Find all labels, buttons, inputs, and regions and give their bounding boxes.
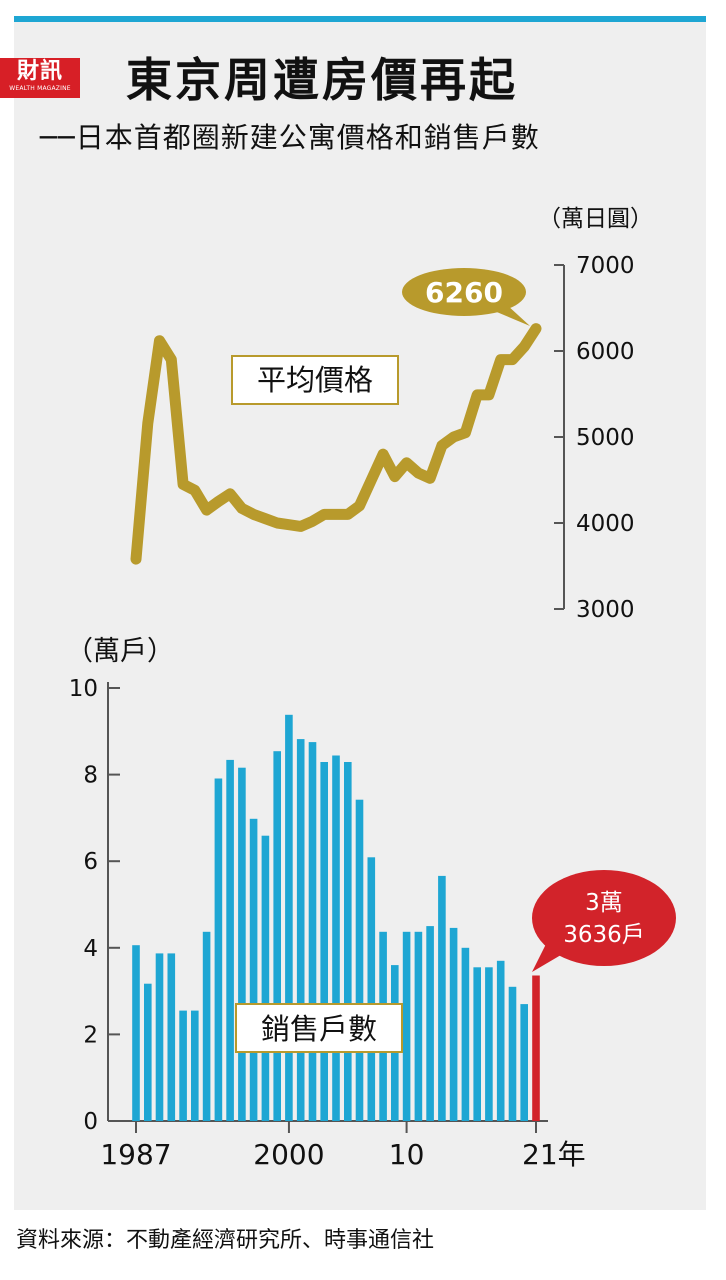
bar [179, 1010, 187, 1121]
bar [144, 983, 152, 1121]
price-axis-tick-label: 3000 [576, 597, 635, 623]
bar [367, 857, 376, 1121]
price-series-label: 平均價格 [257, 363, 373, 397]
bar [520, 1004, 528, 1121]
price-axis-tick-label: 6000 [576, 339, 635, 365]
price-line-series [130, 323, 542, 565]
price-callout-pointer [492, 304, 530, 326]
price-callout-value: 6260 [425, 276, 503, 309]
bar [449, 927, 458, 1121]
bar [155, 953, 164, 1121]
bar [191, 1010, 199, 1121]
bar [461, 947, 470, 1121]
page-subtitle: ──日本首都圈新建公寓價格和銷售戶數 [40, 121, 540, 154]
bar [273, 751, 281, 1121]
bar [167, 953, 176, 1121]
price-axis-tick-label: 7000 [576, 253, 635, 279]
bar [249, 818, 258, 1121]
price-axis-tick-label: 4000 [576, 511, 635, 537]
bar [214, 778, 223, 1121]
bar [202, 931, 211, 1121]
bar [261, 835, 270, 1121]
price-series-label-box [231, 355, 399, 405]
bar [332, 755, 340, 1121]
price-axis-unit: （萬日圓） [538, 206, 653, 232]
brand-logo-tagline: WEALTH MAGAZINE [9, 85, 71, 92]
bar-y-axis-tick-label: 2 [83, 1022, 98, 1048]
bar [496, 960, 505, 1121]
price-callout-bubble [402, 268, 526, 316]
bar-callout-line1: 3萬 [585, 890, 623, 916]
bar [485, 967, 493, 1121]
chart-canvas: 7000 6000 5000 4000 3000 （萬日圓） 平均價格 6260 0 2 4 6 8 10… [66, 206, 676, 1171]
bar-y-axis-tick-label: 6 [83, 849, 98, 875]
bar-highlight-2021 [532, 975, 540, 1121]
bar [414, 931, 423, 1121]
page-title: 東京周遭房價再起 [126, 53, 518, 107]
bar-callout-line2: 3636戶 [563, 922, 645, 948]
bar-series-label: 銷售戶數 [261, 1012, 377, 1046]
bar-x-axis-tick-label: 1987 [100, 1138, 171, 1171]
bar [355, 799, 364, 1121]
bar [308, 742, 317, 1121]
bar [296, 739, 305, 1121]
bar-y-axis-tick-label: 4 [83, 936, 98, 962]
bar-callout-pointer [532, 940, 566, 972]
price-axis-tick-label: 5000 [576, 425, 635, 451]
bar-y-axis-unit: （萬戶） [66, 636, 174, 667]
bar [438, 875, 446, 1121]
bar-x-axis-tick-label: 21年 [522, 1138, 586, 1171]
bar [473, 967, 481, 1121]
bar [344, 762, 352, 1121]
bar [132, 945, 140, 1121]
bar [285, 714, 293, 1121]
brand-logo: 財訊 WEALTH MAGAZINE [0, 58, 80, 98]
bar [320, 762, 328, 1121]
bar-x-axis-tick-label: 2000 [253, 1138, 324, 1171]
bar-y-axis-tick-label: 0 [83, 1109, 98, 1135]
bar [426, 926, 434, 1121]
bar-x-axis-tick-label: 10 [389, 1138, 425, 1171]
brand-logo-name: 財訊 [16, 58, 63, 84]
bar [508, 986, 517, 1121]
bar-y-axis-tick-label: 10 [69, 676, 98, 702]
bar [238, 767, 246, 1121]
top-accent-rule [14, 16, 706, 22]
bar-callout-bubble [532, 870, 676, 966]
bar-y-axis-tick-label: 8 [83, 763, 98, 789]
bar [402, 931, 411, 1121]
bar [226, 759, 234, 1121]
source-note: 資料來源：不動產經濟研究所、時事通信社 [16, 1228, 435, 1253]
bar-series-label-box [235, 1003, 403, 1053]
